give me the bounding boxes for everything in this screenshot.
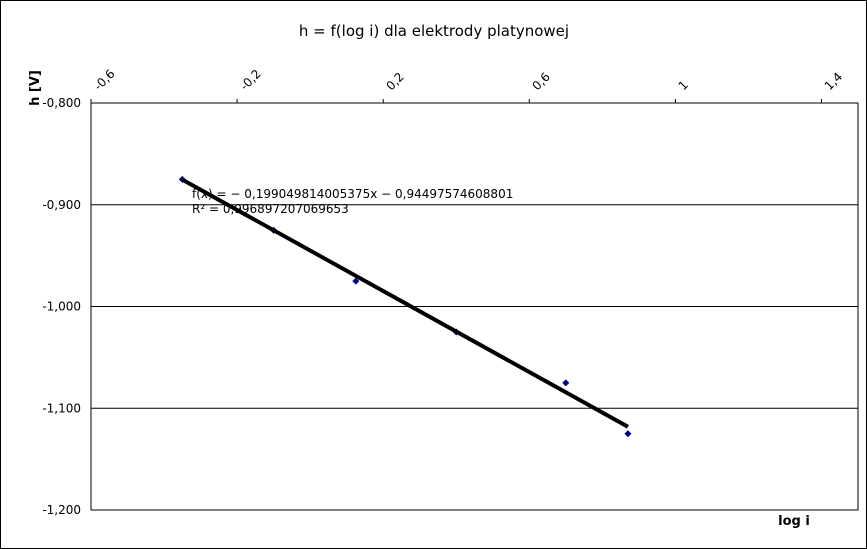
trendline-r2: R² = 0,996897207069653 xyxy=(192,202,349,216)
y-tick-label: -1,000 xyxy=(42,300,81,314)
trendline-equation: f(x) = − 0,199049814005375x − 0,94497574… xyxy=(192,187,513,201)
data-point xyxy=(624,430,632,438)
x-axis-label: log i xyxy=(778,514,810,529)
plot-area xyxy=(90,102,859,511)
y-tick-label: -1,200 xyxy=(42,503,81,517)
y-tick-label: -1,100 xyxy=(42,401,81,415)
y-tick-label: -0,800 xyxy=(42,96,81,110)
trendline xyxy=(181,177,629,429)
y-axis-label: h [V] xyxy=(28,70,43,106)
y-tick-label: -0,900 xyxy=(42,198,81,212)
data-point xyxy=(352,277,360,285)
data-point xyxy=(562,379,570,387)
chart-title: h = f(log i) dla elektrody platynowej xyxy=(299,22,569,40)
